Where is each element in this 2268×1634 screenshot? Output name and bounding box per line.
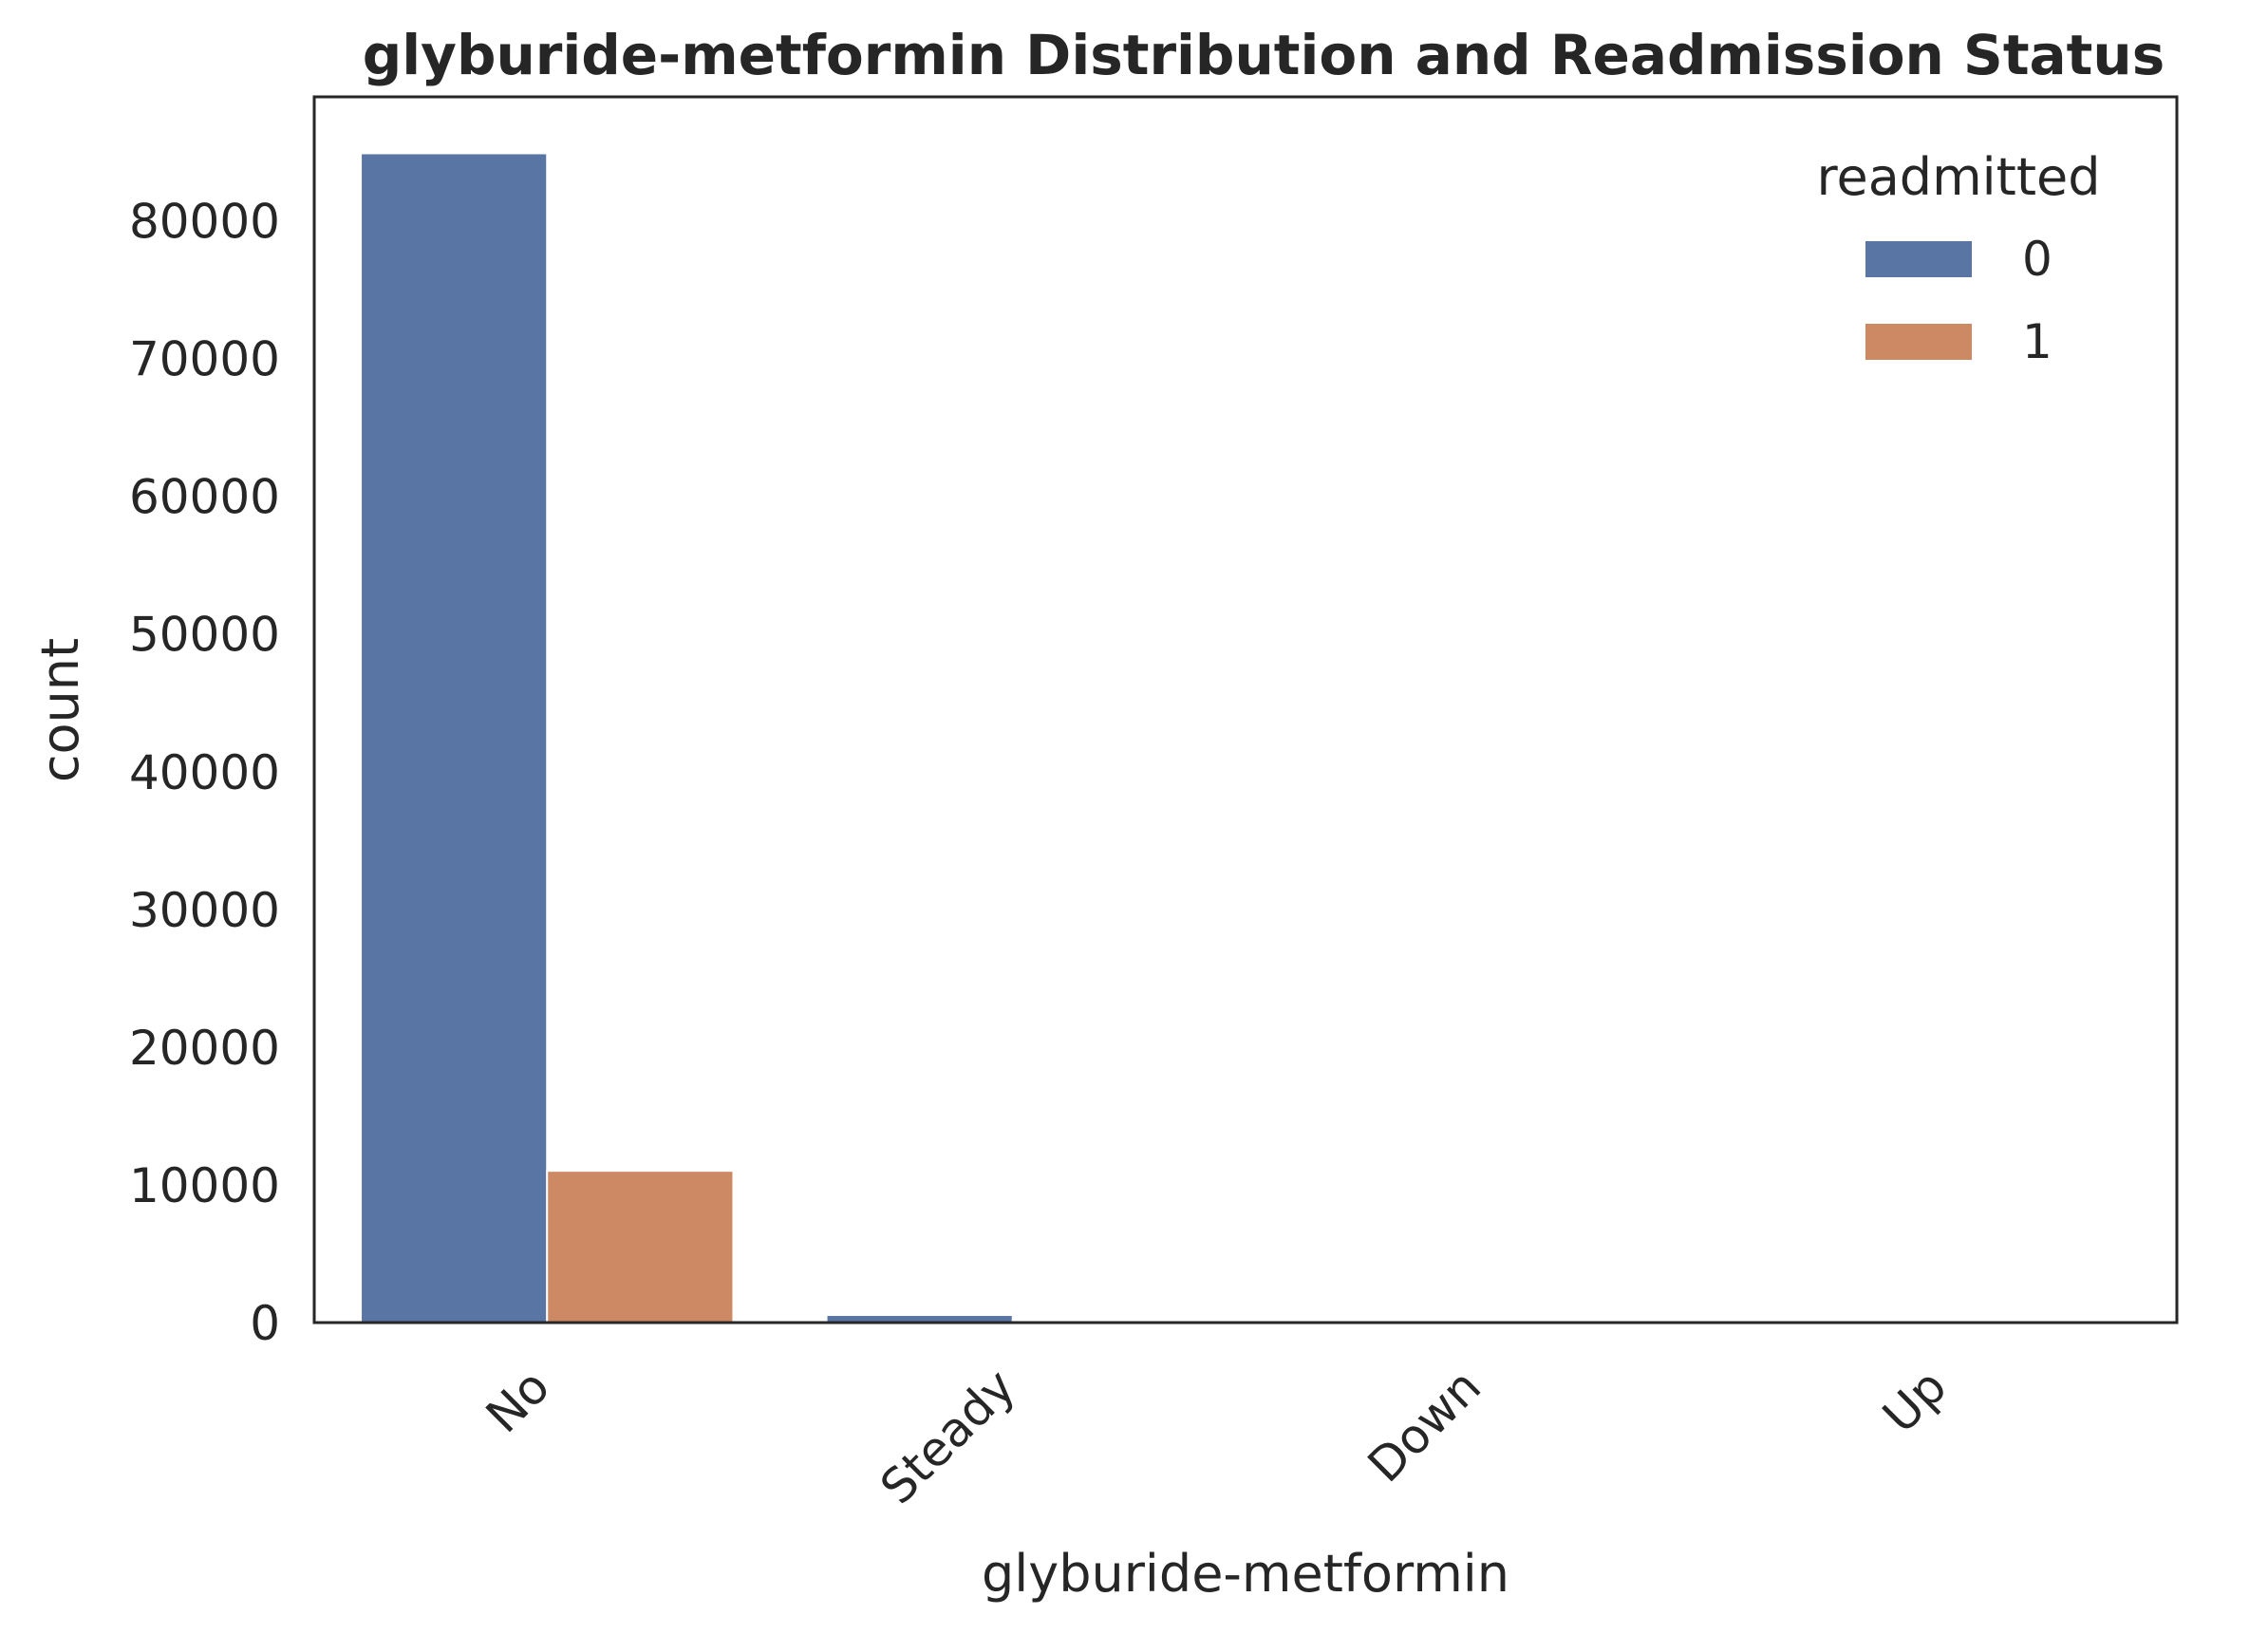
bar-no-series-1 xyxy=(546,1170,735,1324)
x-tick-label-no: No xyxy=(476,1359,560,1443)
legend-label-1: 1 xyxy=(2022,314,2052,369)
legend-swatch-0 xyxy=(1865,241,1972,277)
y-tick-label: 80000 xyxy=(129,195,280,250)
y-tick-label: 60000 xyxy=(129,470,280,525)
bars-layer xyxy=(360,152,1945,1324)
chart-title: glyburide-metformin Distribution and Rea… xyxy=(363,23,2165,87)
y-tick-label: 70000 xyxy=(129,332,280,387)
y-tick-label: 10000 xyxy=(129,1158,280,1213)
x-tick-label-up: Up xyxy=(1872,1359,1957,1443)
legend: readmitted 0 1 xyxy=(1816,147,2100,369)
plot-frame xyxy=(312,95,2179,1324)
legend-swatch-1 xyxy=(1865,324,1972,360)
y-tick-label: 0 xyxy=(250,1296,280,1351)
y-tick-label: 30000 xyxy=(129,883,280,938)
y-tick-label: 40000 xyxy=(129,745,280,800)
legend-title: readmitted xyxy=(1816,147,2100,207)
y-tick-label: 50000 xyxy=(129,608,280,663)
legend-label-0: 0 xyxy=(2022,232,2052,287)
x-axis-ticks: No Steady Down Up xyxy=(476,1359,1958,1514)
y-axis-label: count xyxy=(30,638,90,782)
x-tick-label-steady: Steady xyxy=(870,1359,1025,1514)
x-axis-label: glyburide-metformin xyxy=(982,1544,1509,1604)
x-tick-label-down: Down xyxy=(1358,1359,1491,1493)
y-axis-ticks: 0 10000 20000 30000 40000 50000 60000 70000 8000… xyxy=(129,195,280,1351)
y-tick-label: 20000 xyxy=(129,1021,280,1076)
bar-no-series-0 xyxy=(360,152,549,1324)
